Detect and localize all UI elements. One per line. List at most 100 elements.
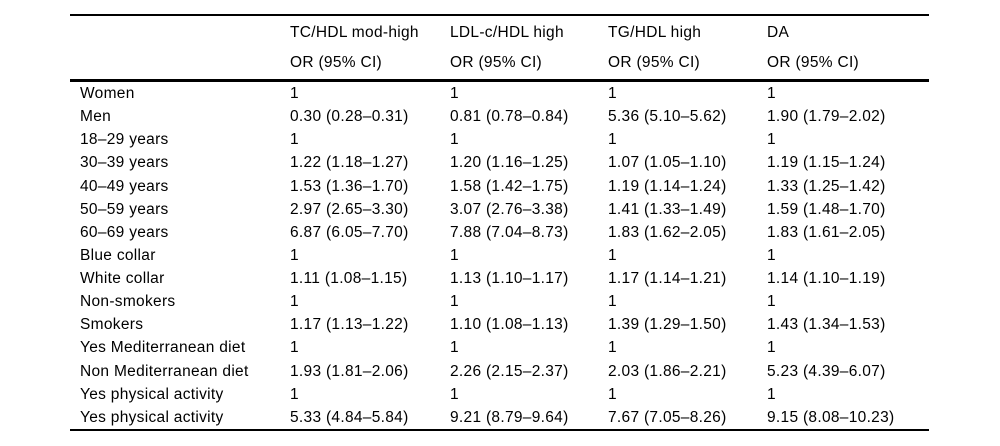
or-value-cell: 1 — [450, 131, 459, 149]
or-value-cell: 1.17 (1.14–1.21) — [608, 270, 727, 287]
or-value-cell: 1 — [767, 385, 776, 403]
or-value-cell: 1 — [450, 85, 459, 102]
or-value-cell: 1 — [767, 246, 776, 264]
row-label: Blue collar — [80, 246, 156, 264]
row-label: Men — [80, 108, 112, 126]
or-value-cell: 1.58 (1.42–1.75) — [450, 177, 569, 195]
or-value-cell: 1.10 (1.08–1.13) — [450, 316, 569, 334]
or-value-cell: 5.36 (5.10–5.62) — [608, 108, 727, 126]
or-value-cell: 7.67 (7.05–8.26) — [608, 408, 727, 426]
or-value-cell: 1 — [290, 385, 299, 403]
or-value-cell: 1 — [290, 85, 299, 102]
or-value-cell: 1 — [290, 293, 299, 311]
odds-ratio-table: TC/HDL mod-high OR (95% CI) LDL-c/HDL high… — [70, 14, 929, 431]
table-row: 40–49 years 1.53 (1.36–1.70) 1.58 (1.42–1.… — [70, 175, 929, 198]
or-value-cell: 0.81 (0.78–0.84) — [450, 108, 569, 126]
table-row: Women 1 1 1 1 — [70, 81, 929, 106]
header-empty-cell — [70, 15, 290, 81]
or-value-cell: 9.15 (8.08–10.23) — [767, 408, 895, 426]
row-label: Women — [80, 85, 135, 102]
column-header: DA OR (95% CI) — [767, 15, 929, 81]
table-row: White collar 1.11 (1.08–1.15) 1.13 (1.10–1… — [70, 267, 929, 290]
or-value-cell: 1 — [608, 131, 617, 149]
row-label: Yes physical activity — [80, 385, 224, 403]
column-subtitle: OR (95% CI) — [767, 54, 860, 71]
or-value-cell: 1 — [450, 246, 459, 264]
or-value-cell: 3.07 (2.76–3.38) — [450, 200, 569, 218]
table-row: Men 0.30 (0.28–0.31) 0.81 (0.78–0.84) 5.36 … — [70, 105, 929, 128]
or-value-cell: 2.97 (2.65–3.30) — [290, 200, 409, 218]
or-value-cell: 2.03 (1.86–2.21) — [608, 362, 727, 380]
or-value-cell: 0.30 (0.28–0.31) — [290, 108, 409, 126]
row-label: 60–69 years — [80, 223, 169, 241]
or-value-cell: 1.39 (1.29–1.50) — [608, 316, 727, 334]
or-value-cell: 2.26 (2.15–2.37) — [450, 362, 569, 380]
or-value-cell: 1.59 (1.48–1.70) — [767, 200, 886, 218]
or-value-cell: 1 — [608, 385, 617, 403]
or-value-cell: 1 — [608, 293, 617, 311]
column-subtitle: OR (95% CI) — [450, 54, 543, 71]
table-row: 60–69 years 6.87 (6.05–7.70) 7.88 (7.04–8.… — [70, 221, 929, 244]
or-value-cell: 1.41 (1.33–1.49) — [608, 200, 727, 218]
or-value-cell: 1.20 (1.16–1.25) — [450, 154, 569, 172]
or-value-cell: 1.90 (1.79–2.02) — [767, 108, 886, 126]
or-value-cell: 1.19 (1.14–1.24) — [608, 177, 727, 195]
or-value-cell: 1 — [608, 246, 617, 264]
table-row: Blue collar 1 1 1 1 — [70, 244, 929, 267]
or-value-cell: 5.33 (4.84–5.84) — [290, 408, 409, 426]
table-row: 50–59 years 2.97 (2.65–3.30) 3.07 (2.76–3.… — [70, 198, 929, 221]
column-title: DA — [767, 24, 790, 41]
row-label: Yes physical activity — [80, 408, 224, 426]
column-title: TG/HDL high — [608, 24, 702, 41]
or-value-cell: 1 — [290, 131, 299, 149]
table-row: Non Mediterranean diet 1.93 (1.81–2.06) 2.… — [70, 360, 929, 383]
or-value-cell: 7.88 (7.04–8.73) — [450, 223, 569, 241]
column-subtitle: OR (95% CI) — [290, 54, 383, 71]
header-row: TC/HDL mod-high OR (95% CI) LDL-c/HDL high… — [70, 15, 929, 81]
table-row: Yes physical activity 5.33 (4.84–5.84) 9.2… — [70, 406, 929, 430]
or-value-cell: 1.19 (1.15–1.24) — [767, 154, 886, 172]
or-value-cell: 1 — [450, 293, 459, 311]
or-value-cell: 1.14 (1.10–1.19) — [767, 270, 886, 287]
row-label: Smokers — [80, 316, 144, 334]
or-value-cell: 1 — [450, 339, 459, 357]
or-value-cell: 1 — [767, 339, 776, 357]
or-value-cell: 1.11 (1.08–1.15) — [290, 270, 408, 287]
or-value-cell: 9.21 (8.79–9.64) — [450, 408, 569, 426]
or-value-cell: 1.53 (1.36–1.70) — [290, 177, 409, 195]
row-label: 18–29 years — [80, 131, 169, 149]
row-label: Non-smokers — [80, 293, 176, 311]
or-value-cell: 1.07 (1.05–1.10) — [608, 154, 727, 172]
or-value-cell: 1.83 (1.61–2.05) — [767, 223, 886, 241]
or-value-cell: 5.23 (4.39–6.07) — [767, 362, 886, 380]
or-value-cell: 1 — [767, 293, 776, 311]
column-header: TG/HDL high OR (95% CI) — [608, 15, 767, 81]
or-value-cell: 1.93 (1.81–2.06) — [290, 362, 409, 380]
or-value-cell: 1 — [608, 339, 617, 357]
table-header: TC/HDL mod-high OR (95% CI) LDL-c/HDL high… — [70, 15, 929, 81]
column-title: TC/HDL mod-high — [290, 24, 419, 41]
row-label: Yes Mediterranean diet — [80, 339, 246, 357]
or-value-cell: 1 — [290, 246, 299, 264]
row-label: 50–59 years — [80, 200, 169, 218]
table-row: 30–39 years 1.22 (1.18–1.27) 1.20 (1.16–1.… — [70, 151, 929, 174]
or-value-cell: 1.22 (1.18–1.27) — [290, 154, 409, 172]
column-header: TC/HDL mod-high OR (95% CI) — [290, 15, 450, 81]
table-body: Women 1 1 1 1 Men 0.30 (0.28–0.31) 0.81 (0.78–0… — [70, 81, 929, 430]
row-label: Non Mediterranean diet — [80, 362, 249, 380]
table-row: Yes Mediterranean diet 1 1 1 1 — [70, 336, 929, 359]
table-row: Non-smokers 1 1 1 1 — [70, 290, 929, 313]
or-value-cell: 1.17 (1.13–1.22) — [290, 316, 409, 334]
or-value-cell: 1 — [767, 85, 776, 102]
row-label: White collar — [80, 270, 165, 287]
or-value-cell: 1.43 (1.34–1.53) — [767, 316, 886, 334]
or-value-cell: 1.83 (1.62–2.05) — [608, 223, 727, 241]
table-row: Yes physical activity 1 1 1 1 — [70, 383, 929, 406]
column-header: LDL-c/HDL high OR (95% CI) — [450, 15, 608, 81]
or-value-cell: 6.87 (6.05–7.70) — [290, 223, 409, 241]
column-subtitle: OR (95% CI) — [608, 54, 701, 71]
row-label: 40–49 years — [80, 177, 169, 195]
or-value-cell: 1 — [290, 339, 299, 357]
or-value-cell: 1.33 (1.25–1.42) — [767, 177, 886, 195]
